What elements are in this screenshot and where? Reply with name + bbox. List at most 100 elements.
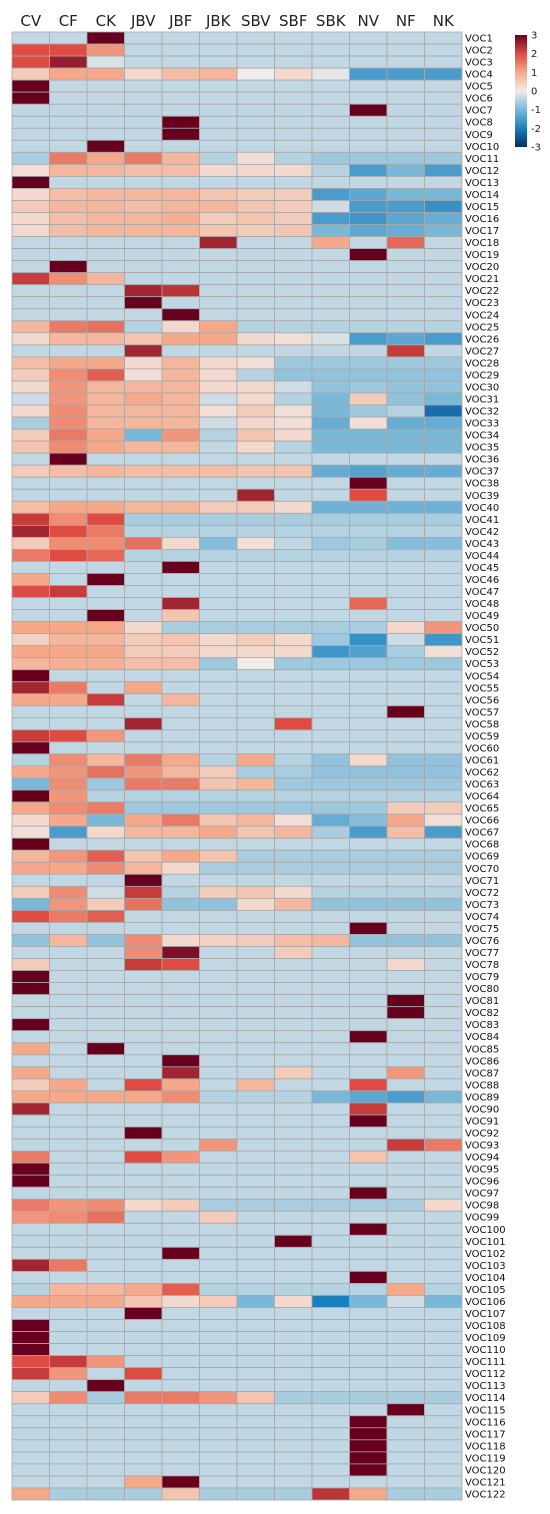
heatmap-cell [86, 1222, 125, 1236]
heatmap-cell [236, 260, 275, 274]
heatmap-cell [86, 31, 125, 45]
heatmap-cell [311, 825, 350, 839]
row-label: VOC104 [465, 1273, 506, 1284]
heatmap-cell [386, 994, 425, 1008]
heatmap-cell [236, 801, 275, 815]
heatmap-cell [274, 1258, 313, 1272]
row-label: VOC69 [465, 852, 499, 863]
heatmap-cell [274, 236, 313, 249]
heatmap-cell [386, 260, 425, 274]
heatmap-cell [311, 1078, 350, 1092]
heatmap-cell [274, 31, 313, 45]
heatmap-cell [161, 260, 200, 274]
heatmap-cell [11, 151, 50, 165]
heatmap-cell [274, 224, 313, 237]
heatmap-cell [124, 958, 163, 971]
heatmap-cell [161, 163, 200, 177]
heatmap-cell [311, 1415, 350, 1429]
heatmap-cell [236, 236, 275, 249]
heatmap-cell [86, 344, 125, 358]
heatmap-cell [199, 585, 238, 598]
heatmap-cell [349, 1487, 388, 1501]
heatmap-cell [86, 837, 125, 851]
heatmap-cell [386, 861, 425, 875]
heatmap-cell [86, 91, 125, 105]
heatmap-cell [386, 103, 425, 117]
heatmap-cell [49, 320, 88, 334]
heatmap-cell [199, 729, 238, 743]
heatmap-cell [199, 1042, 238, 1056]
heatmap-cell [386, 1307, 425, 1320]
heatmap-cell [274, 452, 313, 466]
heatmap-cell [124, 31, 163, 45]
heatmap-cell [236, 524, 275, 538]
heatmap-cell [124, 645, 163, 659]
heatmap-cell [349, 1463, 388, 1477]
heatmap-cell [349, 272, 388, 286]
heatmap-cell [86, 1367, 125, 1381]
heatmap-cell [274, 1102, 313, 1116]
heatmap-cell [386, 657, 425, 671]
heatmap-cell [124, 380, 163, 394]
heatmap-cell [199, 970, 238, 983]
heatmap-cell [386, 825, 425, 839]
heatmap-cell [274, 669, 313, 683]
heatmap-cell [311, 1379, 350, 1393]
heatmap-cell [11, 500, 50, 514]
heatmap-cell [124, 500, 163, 514]
heatmap-cell [386, 1319, 425, 1332]
heatmap-cell [49, 500, 88, 514]
heatmap-cell [124, 994, 163, 1008]
heatmap-cell [161, 103, 200, 117]
row-label: VOC85 [465, 1044, 499, 1055]
heatmap-cell [236, 633, 275, 647]
heatmap-cell [236, 416, 275, 430]
heatmap-cell [311, 272, 350, 286]
heatmap-cell [161, 1463, 200, 1477]
heatmap-cell [274, 464, 313, 478]
heatmap-cell [49, 1186, 88, 1200]
heatmap-cell [236, 585, 275, 598]
heatmap-cell [236, 356, 275, 370]
heatmap-cell [386, 188, 425, 201]
heatmap-cell [386, 1415, 425, 1429]
heatmap-cell [161, 585, 200, 598]
heatmap-cell [274, 127, 313, 141]
heatmap-cell [424, 1319, 463, 1332]
heatmap-cell [124, 777, 163, 791]
heatmap-cell [311, 1186, 350, 1200]
row-label: VOC26 [465, 334, 499, 345]
heatmap-cell [161, 464, 200, 478]
heatmap-cell [386, 765, 425, 779]
heatmap-cell [124, 67, 163, 81]
heatmap-cell [49, 1475, 88, 1489]
heatmap-cell [424, 801, 463, 815]
heatmap-cell [424, 946, 463, 959]
heatmap-cell [11, 873, 50, 887]
heatmap-cell [11, 681, 50, 695]
heatmap-cell [49, 1367, 88, 1381]
heatmap-cell [86, 320, 125, 334]
heatmap-cell [199, 1150, 238, 1164]
row-label: VOC15 [465, 202, 499, 213]
row-label: VOC53 [465, 659, 499, 670]
heatmap-cell [274, 512, 313, 526]
heatmap-cell [386, 549, 425, 562]
heatmap-cell [124, 200, 163, 213]
heatmap-cell [311, 1463, 350, 1477]
legend-tick-label: 3 [531, 31, 537, 42]
heatmap-cell [11, 1367, 50, 1381]
heatmap-cell [49, 1018, 88, 1032]
heatmap-cell [349, 416, 388, 430]
heatmap-cell [349, 1355, 388, 1369]
heatmap-cell [11, 43, 50, 57]
heatmap-cell [274, 693, 313, 707]
heatmap-cell [11, 212, 50, 225]
heatmap-cell [386, 717, 425, 731]
row-label: VOC107 [465, 1309, 506, 1320]
heatmap-cell [274, 272, 313, 286]
heatmap-cell [424, 440, 463, 454]
row-label: VOC40 [465, 503, 499, 514]
heatmap-cell [386, 175, 425, 189]
